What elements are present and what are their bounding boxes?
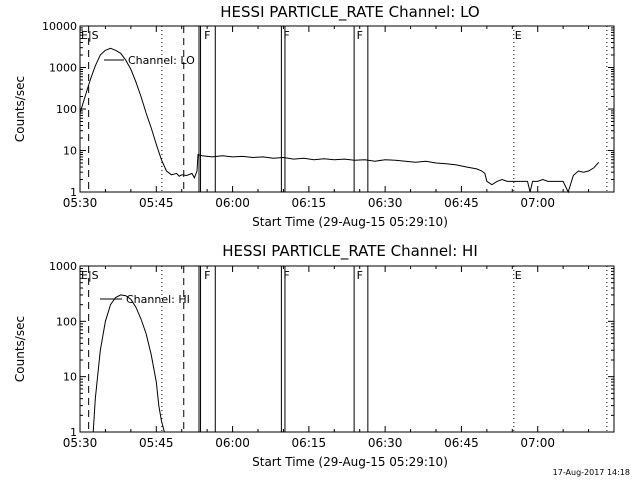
panel-lo-series-line <box>79 47 600 194</box>
panel-lo-x-tick-label: 06:30 <box>368 196 403 210</box>
panel-lo-legend-label: Channel: LO <box>128 54 195 67</box>
panel-lo-x-tick-label: 06:15 <box>292 196 327 210</box>
panel-hi-x-tick-label: 05:45 <box>139 436 174 450</box>
panel-hi-event-markers: E|S F F F E <box>81 266 608 432</box>
panel-lo-frame <box>79 25 615 193</box>
panel-hi-y-tick-label: 100 <box>56 315 77 328</box>
panel-lo-x-tick-label: 06:00 <box>215 196 250 210</box>
panel-lo-y-tick-label: 10000 <box>42 20 77 33</box>
panel-hi-frame <box>79 265 615 433</box>
panel-hi-x-tick-label: 07:00 <box>520 436 555 450</box>
panel-hi-x-tick-label: 06:15 <box>292 436 327 450</box>
panel-lo: HESSI PARTICLE_RATE Channel: LO Counts/s… <box>13 3 615 229</box>
panel-hi-event-marker-label: F <box>283 269 289 282</box>
panel-hi-x-tick-label: 06:00 <box>215 436 250 450</box>
panel-hi-event-marker-label: E <box>515 269 522 282</box>
panel-hi-event-marker-label: E|S <box>81 269 99 282</box>
panel-lo-x-tick-label: 06:45 <box>444 196 479 210</box>
panel-lo-y-tick-label: 1 <box>70 186 77 199</box>
panel-lo-y-tick-label: 1000 <box>49 62 77 75</box>
panel-lo-y-tick-label: 100 <box>56 103 77 116</box>
panel-lo-y-label: Counts/sec <box>13 76 27 142</box>
panel-lo-axis-ticks: 1 10 100 1000 10000 05:30 05:45 06:00 06:15 06:30… <box>42 20 614 210</box>
panel-hi-axis-ticks: 1 10 100 1000 05:30 05:45 06:00 06:15 06:30 06:45… <box>49 260 614 450</box>
panel-lo-event-marker-label: F <box>283 29 289 42</box>
panel-hi-series-line <box>92 294 165 433</box>
panel-lo-x-tick-label: 05:45 <box>139 196 174 210</box>
panel-hi-y-tick-label: 1000 <box>49 260 77 273</box>
panel-hi-event-marker-label: F <box>357 269 363 282</box>
panel-lo-event-marker-label: F <box>357 29 363 42</box>
panel-lo-title: HESSI PARTICLE_RATE Channel: LO <box>220 3 479 22</box>
panel-hi-x-tick-label: 06:45 <box>444 436 479 450</box>
panel-lo-x-label: Start Time (29-Aug-15 05:29:10) <box>252 215 448 229</box>
panel-hi-legend-label: Channel: HI <box>126 293 190 306</box>
panel-hi-x-label: Start Time (29-Aug-15 05:29:10) <box>252 455 448 469</box>
panel-hi-x-tick-label: 05:30 <box>63 436 98 450</box>
panel-lo-event-markers: E|S F F F E <box>81 26 608 192</box>
panel-hi-y-label: Counts/sec <box>13 316 27 382</box>
panel-hi-title: HESSI PARTICLE_RATE Channel: HI <box>222 242 478 261</box>
panel-lo-x-tick-label: 07:00 <box>520 196 555 210</box>
panel-hi-y-tick-label: 10 <box>63 371 77 384</box>
panel-hi-y-tick-label: 1 <box>70 426 77 439</box>
panel-hi: HESSI PARTICLE_RATE Channel: HI Counts/s… <box>13 242 615 469</box>
panel-hi-x-tick-label: 06:30 <box>368 436 403 450</box>
footer-timestamp: 17-Aug-2017 14:18 <box>553 468 630 477</box>
panel-lo-event-marker-label: E <box>515 29 522 42</box>
panel-lo-y-tick-label: 10 <box>63 145 77 158</box>
panel-hi-event-marker-label: F <box>204 269 210 282</box>
panel-lo-x-tick-label: 05:30 <box>63 196 98 210</box>
panel-lo-event-marker-label: E|S <box>81 29 99 42</box>
panel-lo-event-marker-label: F <box>204 29 210 42</box>
